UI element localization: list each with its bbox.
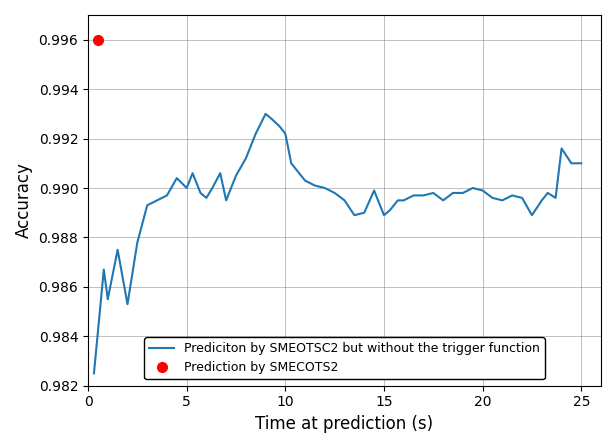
Prediciton by SMEOTSC2 but without the trigger function: [578, 160, 585, 166]
X-axis label: Time at prediction (s): Time at prediction (s): [256, 415, 434, 433]
Line: Prediciton by SMEOTSC2 but without the trigger function: Prediciton by SMEOTSC2 but without the t…: [94, 114, 582, 373]
Prediciton by SMEOTSC2 but without the trigger function: [262, 111, 269, 116]
Prediciton by SMEOTSC2 but without the trigger function: [216, 171, 224, 176]
Legend: Prediciton by SMEOTSC2 but without the trigger function, Prediction by SMECOTS2: Prediciton by SMEOTSC2 but without the t…: [144, 337, 545, 379]
Prediciton by SMEOTSC2 but without the trigger function: [419, 193, 427, 198]
Y-axis label: Accuracy: Accuracy: [15, 163, 33, 238]
Prediciton by SMEOTSC2 but without the trigger function: [114, 247, 121, 253]
Prediciton by SMEOTSC2 but without the trigger function: [429, 190, 437, 196]
Prediciton by SMEOTSC2 but without the trigger function: [104, 297, 111, 302]
Prediciton by SMEOTSC2 but without the trigger function: [298, 173, 305, 178]
Prediciton by SMEOTSC2 but without the trigger function: [91, 370, 98, 376]
